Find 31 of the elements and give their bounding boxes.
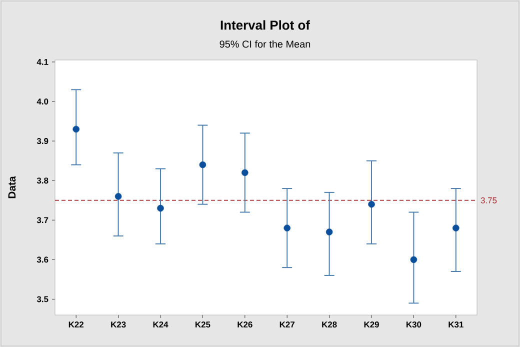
point — [242, 169, 248, 176]
x-tick-label: K31 — [448, 322, 464, 328]
x-tick-label: K29 — [364, 322, 379, 328]
chart-title: Interval Plot of — [220, 20, 310, 30]
y-tick-label: 3.5 — [36, 296, 48, 302]
point — [410, 256, 418, 264]
point — [199, 161, 206, 168]
y-tick-label: 4.1 — [36, 59, 48, 65]
x-tick-label: K22 — [68, 322, 84, 328]
y-tick-label: 3.9 — [36, 138, 48, 144]
point — [157, 204, 164, 212]
chart-subtitle: 95% CI for the Mean — [220, 40, 310, 48]
x-tick-label: K24 — [153, 322, 168, 328]
x-tick-label: K23 — [111, 322, 126, 328]
y-tick-label: 3.6 — [36, 256, 48, 263]
y-tick-label: 3.7 — [36, 217, 48, 224]
point — [368, 200, 375, 208]
x-tick-label: K27 — [280, 322, 294, 328]
point — [284, 224, 291, 232]
ref-line-label: 3.75 — [480, 197, 497, 204]
x-tick-label: K28 — [322, 322, 337, 328]
x-tick-label: K26 — [238, 322, 252, 328]
y-tick-label: 4.0 — [36, 98, 48, 104]
point — [326, 228, 333, 236]
x-tick-label: K25 — [195, 322, 210, 328]
x-tick-label: K30 — [406, 322, 422, 328]
y-tick-label: 3.8 — [36, 178, 48, 184]
point — [114, 192, 122, 200]
point — [72, 126, 80, 133]
y-axis-title: Data — [8, 176, 16, 198]
point — [452, 224, 460, 232]
